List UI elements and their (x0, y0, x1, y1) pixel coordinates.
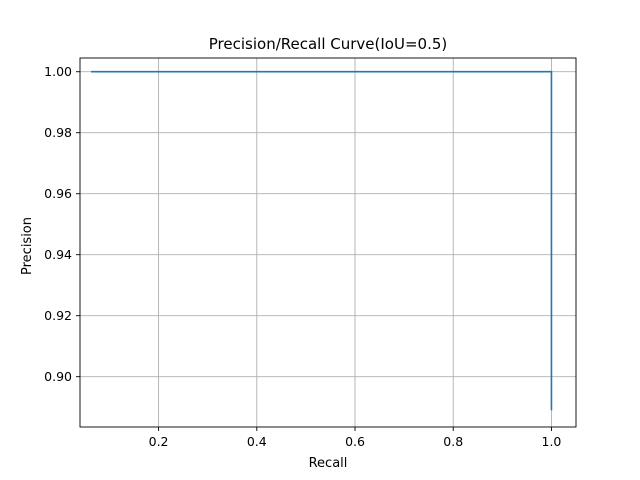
pr-curve-line (91, 70, 553, 411)
series-layer (91, 70, 553, 411)
y-tick-label: 0.98 (44, 125, 72, 140)
x-axis-ticks: 0.2 0.4 0.6 0.8 1.0 (149, 427, 562, 449)
x-tick-label: 0.4 (247, 434, 267, 449)
y-tick-label: 0.92 (44, 308, 72, 323)
x-tick-label: 0.2 (149, 434, 169, 449)
y-tick-label: 0.96 (44, 186, 72, 201)
y-axis-label: Precision (20, 217, 35, 275)
x-tick-label: 0.8 (443, 434, 463, 449)
x-tick-label: 0.6 (345, 434, 365, 449)
plot-frame (79, 57, 577, 428)
y-axis-ticks: 0.90 0.92 0.94 0.96 0.98 1.00 (44, 64, 80, 384)
y-tick-label: 0.90 (44, 369, 72, 384)
grid-lines (80, 58, 576, 427)
chart-title: Precision/Recall Curve(IoU=0.5) (209, 35, 447, 53)
x-tick-label: 1.0 (542, 434, 562, 449)
x-axis-label: Recall (309, 456, 348, 471)
y-tick-label: 1.00 (44, 64, 72, 79)
y-tick-label: 0.94 (44, 247, 72, 262)
